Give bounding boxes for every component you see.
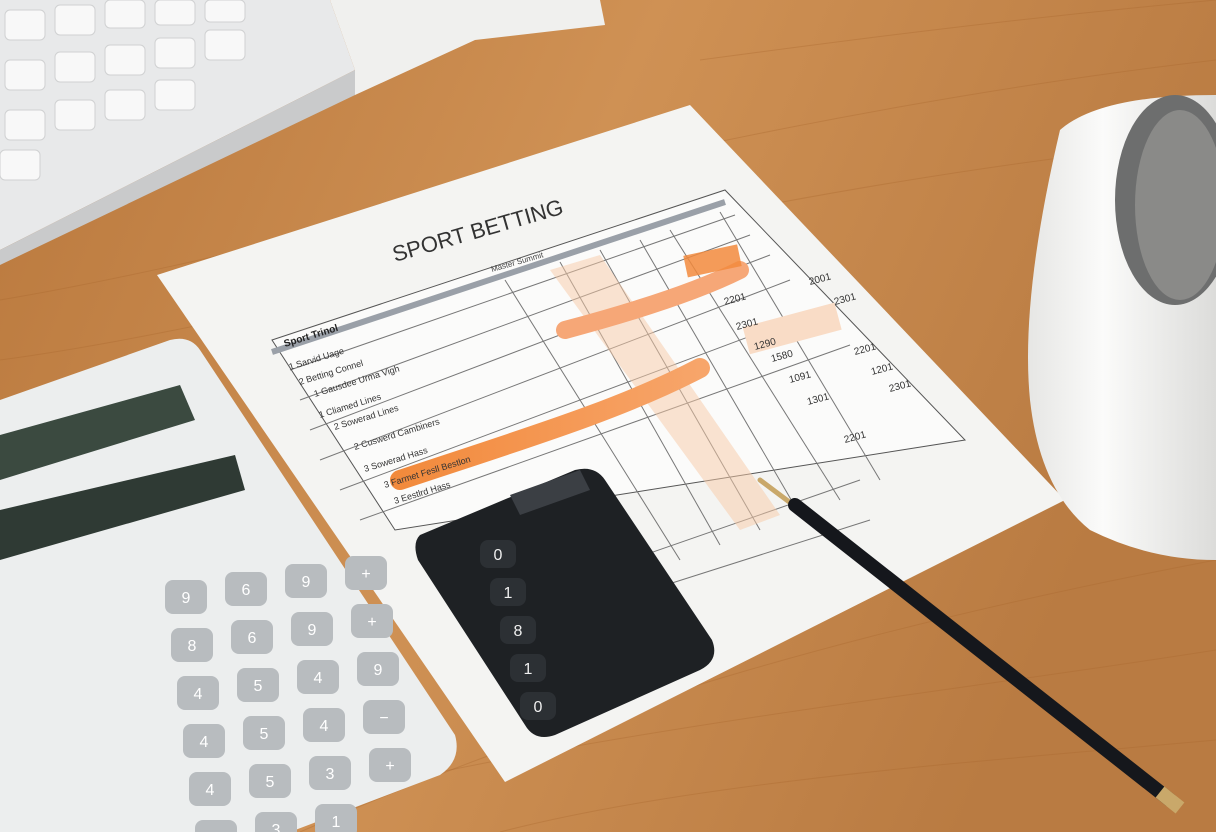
calculator-key[interactable] [177, 676, 219, 710]
calculator-key[interactable] [171, 628, 213, 662]
calculator-key-label: 4 [194, 686, 203, 703]
calculator-key-label: 4 [314, 670, 323, 687]
calculator-key[interactable] [249, 764, 291, 798]
coffee-mug [1028, 95, 1216, 560]
betting-sheet: SPORT BETTING Master Summit Sport Trinol… [157, 105, 1065, 782]
calculator-key[interactable] [237, 668, 279, 702]
calculator-key[interactable] [189, 772, 231, 806]
calculator-key[interactable] [351, 604, 393, 638]
calculator-key-label: 4 [200, 734, 209, 751]
calculator-key-label: 8 [188, 638, 197, 655]
calculator-key-label: 9 [374, 662, 383, 679]
calculator-key-label: − [379, 710, 388, 727]
calculator-key[interactable] [520, 692, 556, 720]
keyboard [0, 0, 605, 265]
calculator-key-label: 3 [272, 822, 281, 832]
calculator-key[interactable] [225, 572, 267, 606]
calculator-key-label: 1 [524, 661, 533, 678]
calculator-keypad: 9 6 9 +8 6 9 +4 5 4 9 4 5 4 − 4 5 3 +2 3 1 [165, 556, 411, 832]
calculator-key[interactable] [357, 652, 399, 686]
calculator-key[interactable] [285, 564, 327, 598]
calculator-key-label: 6 [242, 582, 251, 599]
calculator-key[interactable] [303, 708, 345, 742]
calculator-key[interactable] [255, 812, 297, 832]
calculator-key[interactable] [363, 700, 405, 734]
calculator-key-label: 6 [248, 630, 257, 647]
calculator-key[interactable] [309, 756, 351, 790]
calculator-key[interactable] [480, 540, 516, 568]
calculator-key-label: 5 [260, 726, 269, 743]
calculator-key-label: 9 [308, 622, 317, 639]
calculator-key[interactable] [315, 804, 357, 832]
calculator-key-label: 1 [332, 814, 341, 831]
calculator-key-label: 0 [534, 699, 543, 716]
calculator-key[interactable] [297, 660, 339, 694]
calculator-key-label: 3 [326, 766, 335, 783]
calculator-key-label: 4 [206, 782, 215, 799]
calculator-key[interactable] [243, 716, 285, 750]
calculator-key[interactable] [231, 620, 273, 654]
calculator-key-label: 5 [254, 678, 263, 695]
calculator-key-label: + [367, 614, 376, 631]
calculator-key[interactable] [183, 724, 225, 758]
calculator-key-label: 9 [302, 574, 311, 591]
calculator-key-label: 2 [212, 830, 221, 832]
white-calculator: 9 6 9 +8 6 9 +4 5 4 9 4 5 4 − 4 5 3 +2 3 1 [0, 338, 457, 832]
calculator-key[interactable] [291, 612, 333, 646]
calculator-key-label: 9 [182, 590, 191, 607]
black-calculator-keypad: 0 1 8 1 0 [480, 540, 556, 720]
calculator-key-label: + [361, 566, 370, 583]
calculator-key-label: 4 [320, 718, 329, 735]
calculator-key[interactable] [369, 748, 411, 782]
calculator-key-label: 5 [266, 774, 275, 791]
calculator-key-label: 8 [514, 623, 523, 640]
calculator-key-label: 1 [504, 585, 513, 602]
pen [757, 477, 1185, 814]
calculator-key[interactable] [165, 580, 207, 614]
calculator-key-label: + [385, 758, 394, 775]
calculator-key[interactable] [510, 654, 546, 682]
calculator-key[interactable] [500, 616, 536, 644]
calculator-key-label: 0 [494, 547, 503, 564]
calculator-key[interactable] [345, 556, 387, 590]
calculator-key[interactable] [195, 820, 237, 832]
calculator-key[interactable] [490, 578, 526, 606]
black-calculator: 0 1 8 1 0 [415, 468, 715, 738]
